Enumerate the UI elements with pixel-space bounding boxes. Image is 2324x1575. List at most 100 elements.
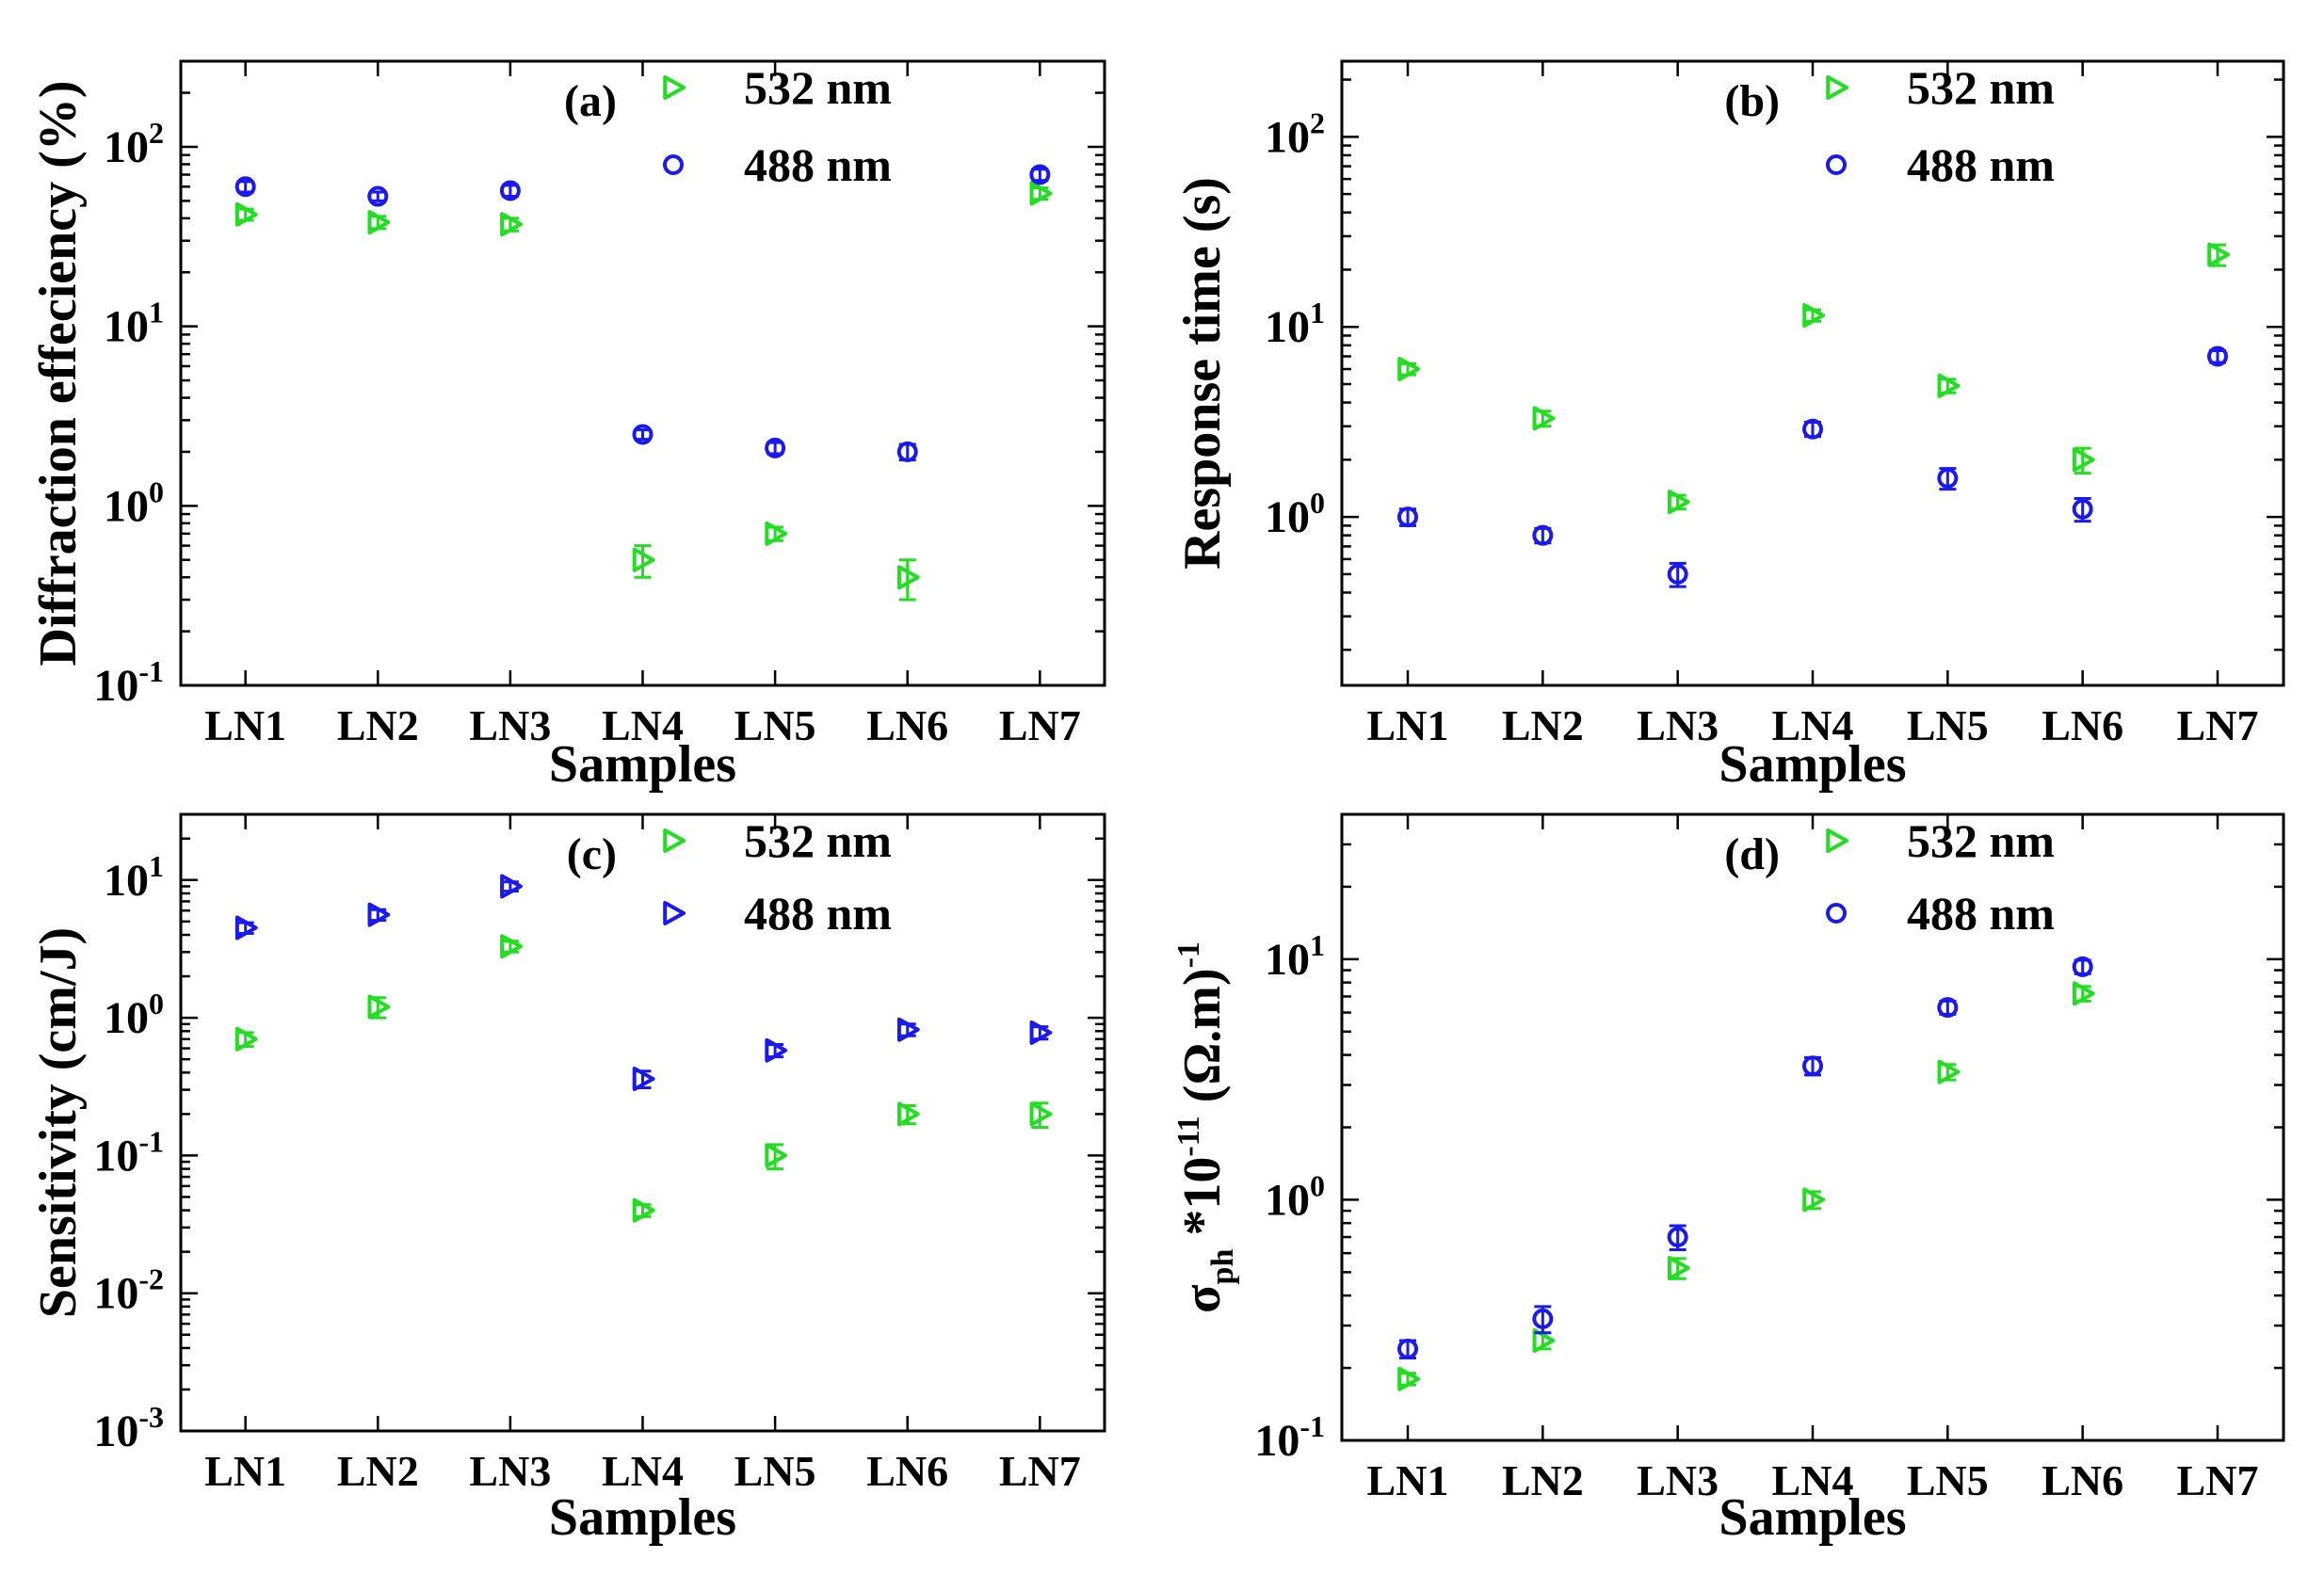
data-point — [1397, 1338, 1418, 1359]
y-tick-label: 10-2 — [93, 1262, 164, 1319]
x-tick-label: LN7 — [2177, 1456, 2259, 1504]
x-tick-label: LN2 — [337, 701, 419, 749]
data-point — [1397, 506, 1418, 528]
y-tick-label: 100 — [104, 987, 164, 1043]
y-tick-label: 101 — [1265, 928, 1325, 985]
y-tick-label: 10-1 — [1254, 1409, 1325, 1466]
data-point — [765, 1143, 788, 1168]
data-point — [765, 437, 786, 458]
x-axis-label: Samples — [1719, 1488, 1906, 1547]
legend-marker — [1826, 75, 1848, 100]
x-tick-label: LN6 — [2042, 1456, 2123, 1504]
legend-label: 488 nm — [1907, 887, 2055, 940]
x-tick-label: LN1 — [1367, 701, 1449, 749]
panel-d: 10-1 100 101 LN1 LN2 LN3 LN4 LN5 LN6 LN7 Samples σp… — [1171, 812, 2285, 1547]
legend-label: 532 nm — [744, 61, 892, 114]
panel-b: 100 101 102 LN1 LN2 LN3 LN4 LN5 LN6 LN7 Samples Res… — [1173, 59, 2285, 794]
data-point — [1937, 1059, 1961, 1085]
data-point — [234, 176, 256, 198]
data-point — [1937, 373, 1961, 398]
data-point — [1029, 181, 1053, 206]
x-tick-label: LN5 — [1907, 1456, 1989, 1504]
data-point — [2072, 981, 2095, 1006]
legend-label: 488 nm — [744, 887, 892, 940]
data-point — [1802, 1055, 1823, 1077]
x-axis-label: Samples — [1719, 735, 1906, 794]
data-point — [234, 915, 258, 940]
data-point — [1667, 490, 1690, 515]
panel-a: 10-1 100 101 102 LN1 LN2 LN3 LN4 LN5 LN6 LN7 Sample… — [29, 59, 1106, 794]
data-point — [1532, 524, 1554, 546]
data-point — [367, 902, 391, 927]
y-axis-label: Sensitivity (cm/J) — [29, 927, 88, 1318]
x-tick-label: LN6 — [866, 701, 948, 749]
x-tick-label: LN2 — [1502, 1456, 1584, 1504]
data-point — [1937, 997, 1959, 1019]
data-point — [896, 1101, 920, 1127]
data-point — [500, 874, 523, 899]
x-tick-label: LN1 — [1367, 1456, 1449, 1504]
data-point — [2207, 346, 2228, 367]
x-axis-label: Samples — [549, 735, 736, 794]
x-tick-label: LN4 — [602, 701, 684, 749]
plot-frame — [179, 812, 1106, 1433]
legend-label: 488 nm — [1907, 138, 2055, 191]
x-tick-label: LN3 — [1637, 1456, 1719, 1504]
legend-marker — [663, 828, 686, 853]
panel-label: (c) — [567, 829, 617, 879]
panel-label: (a) — [564, 76, 617, 126]
y-axis-label: Diffraction effeciency (%) — [29, 81, 88, 667]
x-tick-label: LN4 — [1772, 701, 1854, 749]
x-tick-label: LN3 — [469, 701, 551, 749]
legend-marker — [1826, 154, 1847, 175]
data-point — [1532, 406, 1556, 431]
data-point — [500, 212, 523, 237]
legend-label: 532 nm — [1907, 61, 2055, 114]
x-tick-label: LN6 — [2042, 701, 2123, 749]
x-tick-label: LN5 — [1907, 701, 1989, 749]
data-point — [1029, 1101, 1053, 1127]
data-point — [632, 547, 655, 572]
x-tick-label: LN3 — [469, 1447, 551, 1495]
x-tick-label: LN4 — [1772, 1456, 1854, 1504]
y-tick-label: 100 — [1265, 486, 1325, 542]
legend-label: 488 nm — [744, 138, 892, 191]
y-tick-label: 10-1 — [93, 654, 164, 711]
data-point — [1397, 357, 1420, 382]
data-point — [1937, 467, 1959, 489]
plot-frame — [1340, 812, 2285, 1442]
y-tick-label: 102 — [1265, 105, 1325, 162]
data-point — [234, 1026, 258, 1052]
data-point — [765, 1037, 788, 1063]
data-point — [896, 565, 920, 590]
data-point — [234, 201, 258, 227]
y-tick-label: 101 — [1265, 296, 1325, 352]
y-tick-label: 101 — [104, 849, 164, 906]
x-tick-label: LN1 — [204, 1447, 286, 1495]
data-point — [896, 441, 918, 462]
data-point — [765, 521, 788, 546]
legend-label: 532 nm — [1907, 814, 2055, 867]
data-point — [499, 180, 521, 201]
data-point — [1532, 1327, 1556, 1353]
data-point — [896, 1017, 920, 1042]
data-point — [1667, 563, 1688, 585]
panel-c: 10-3 10-2 10-1 100 101 LN1 LN2 LN3 LN4 LN5 LN6 LN7 S… — [29, 812, 1106, 1547]
panel-label: (d) — [1724, 829, 1780, 879]
x-tick-label: LN2 — [337, 1447, 419, 1495]
x-tick-label: LN3 — [1637, 701, 1719, 749]
data-point — [632, 1197, 655, 1223]
x-tick-label: LN7 — [999, 1447, 1081, 1495]
data-point — [1667, 1227, 1688, 1248]
data-point — [500, 934, 523, 959]
data-point — [632, 1067, 655, 1092]
legend-marker — [663, 75, 686, 100]
data-point — [1029, 1020, 1053, 1045]
data-point — [2072, 447, 2095, 473]
data-point — [2072, 956, 2093, 977]
data-point — [1532, 1308, 1554, 1329]
y-tick-label: 100 — [1265, 1168, 1325, 1225]
data-point — [1802, 418, 1823, 440]
plot-frame — [1340, 59, 2285, 687]
